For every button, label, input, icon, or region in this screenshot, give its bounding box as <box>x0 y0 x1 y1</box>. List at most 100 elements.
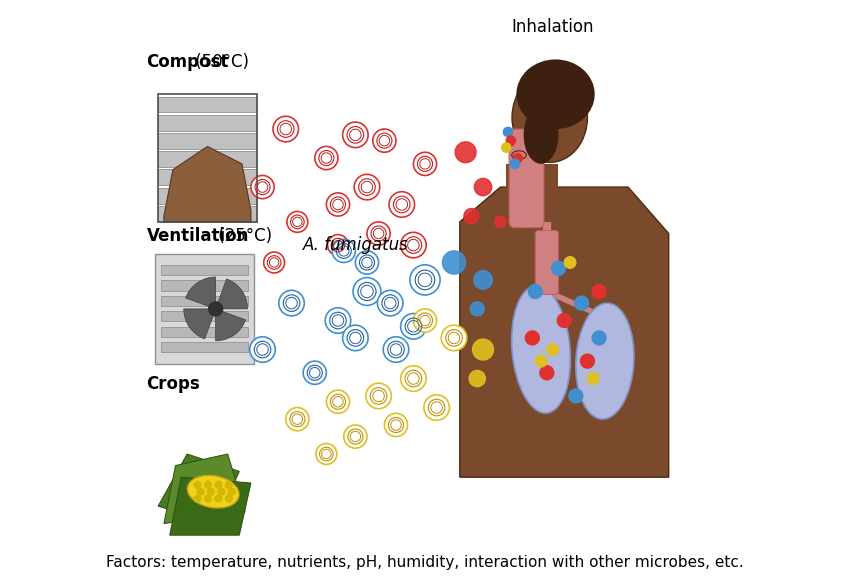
Circle shape <box>286 408 309 431</box>
Circle shape <box>209 302 223 316</box>
FancyBboxPatch shape <box>158 97 257 113</box>
Circle shape <box>502 143 511 152</box>
Circle shape <box>592 285 606 298</box>
FancyBboxPatch shape <box>509 129 544 228</box>
Circle shape <box>470 302 484 316</box>
Circle shape <box>592 331 606 345</box>
Circle shape <box>215 481 222 488</box>
Ellipse shape <box>524 106 558 164</box>
Circle shape <box>513 153 523 163</box>
Ellipse shape <box>512 72 587 163</box>
Polygon shape <box>460 187 669 477</box>
FancyBboxPatch shape <box>158 206 257 222</box>
Text: (25°C): (25°C) <box>213 227 272 245</box>
Text: Crops: Crops <box>146 375 201 394</box>
FancyBboxPatch shape <box>158 170 257 185</box>
Circle shape <box>547 344 558 355</box>
FancyBboxPatch shape <box>161 296 248 306</box>
Circle shape <box>564 257 575 268</box>
Circle shape <box>503 127 513 136</box>
Circle shape <box>287 212 308 232</box>
Polygon shape <box>164 146 251 222</box>
Circle shape <box>424 395 450 420</box>
Text: A. fumigatus: A. fumigatus <box>303 236 408 254</box>
Text: Ventilation: Ventilation <box>146 227 249 245</box>
Wedge shape <box>184 309 216 339</box>
Circle shape <box>316 444 337 465</box>
Circle shape <box>377 290 403 316</box>
Text: Factors: temperature, nutrients, pH, humidity, interaction with other microbes, : Factors: temperature, nutrients, pH, hum… <box>106 555 744 570</box>
Text: Inhalation: Inhalation <box>512 19 594 37</box>
FancyBboxPatch shape <box>161 326 248 337</box>
FancyBboxPatch shape <box>158 151 257 167</box>
Circle shape <box>552 261 565 275</box>
Circle shape <box>194 495 201 502</box>
Circle shape <box>326 308 351 333</box>
Circle shape <box>389 192 415 217</box>
Circle shape <box>354 174 380 200</box>
Circle shape <box>218 488 224 495</box>
Circle shape <box>207 488 214 495</box>
Circle shape <box>343 122 368 147</box>
Wedge shape <box>216 279 247 309</box>
Circle shape <box>569 389 583 403</box>
Polygon shape <box>170 477 251 535</box>
Circle shape <box>205 481 212 488</box>
Circle shape <box>279 290 304 316</box>
Circle shape <box>413 152 437 175</box>
FancyBboxPatch shape <box>161 342 248 352</box>
FancyBboxPatch shape <box>158 133 257 149</box>
Circle shape <box>383 337 409 362</box>
Circle shape <box>410 265 440 295</box>
Circle shape <box>197 488 204 495</box>
Circle shape <box>326 390 349 413</box>
Circle shape <box>353 278 381 305</box>
Circle shape <box>384 413 408 437</box>
Circle shape <box>455 142 476 163</box>
FancyBboxPatch shape <box>161 265 248 275</box>
Polygon shape <box>164 454 245 524</box>
Circle shape <box>400 232 426 258</box>
Circle shape <box>367 222 390 245</box>
Circle shape <box>400 366 426 391</box>
Ellipse shape <box>517 59 595 129</box>
Circle shape <box>273 116 298 142</box>
FancyBboxPatch shape <box>156 254 254 364</box>
Circle shape <box>464 209 479 224</box>
Circle shape <box>495 216 507 228</box>
Circle shape <box>303 361 326 384</box>
Circle shape <box>525 331 539 345</box>
Circle shape <box>194 481 201 488</box>
Circle shape <box>441 325 467 351</box>
Circle shape <box>343 325 368 351</box>
FancyBboxPatch shape <box>158 115 257 131</box>
Circle shape <box>442 251 466 274</box>
Text: Compost: Compost <box>146 53 229 71</box>
FancyBboxPatch shape <box>161 280 248 290</box>
Circle shape <box>250 337 275 362</box>
Circle shape <box>474 178 492 196</box>
Circle shape <box>587 373 599 384</box>
Circle shape <box>366 383 391 409</box>
Circle shape <box>558 314 571 328</box>
Circle shape <box>355 251 378 274</box>
Circle shape <box>469 370 485 387</box>
Circle shape <box>581 354 594 368</box>
Circle shape <box>314 146 338 170</box>
Circle shape <box>215 495 222 502</box>
Wedge shape <box>216 309 246 341</box>
Circle shape <box>473 271 492 289</box>
Bar <box>158 94 257 222</box>
Circle shape <box>373 129 396 152</box>
Circle shape <box>326 193 349 216</box>
Text: (50°C): (50°C) <box>190 53 249 71</box>
Circle shape <box>536 355 547 367</box>
Ellipse shape <box>512 286 570 413</box>
Circle shape <box>343 425 367 448</box>
Circle shape <box>229 488 235 495</box>
Circle shape <box>225 481 232 488</box>
FancyBboxPatch shape <box>158 188 257 203</box>
FancyBboxPatch shape <box>161 311 248 321</box>
Circle shape <box>540 366 554 380</box>
Circle shape <box>473 339 494 360</box>
